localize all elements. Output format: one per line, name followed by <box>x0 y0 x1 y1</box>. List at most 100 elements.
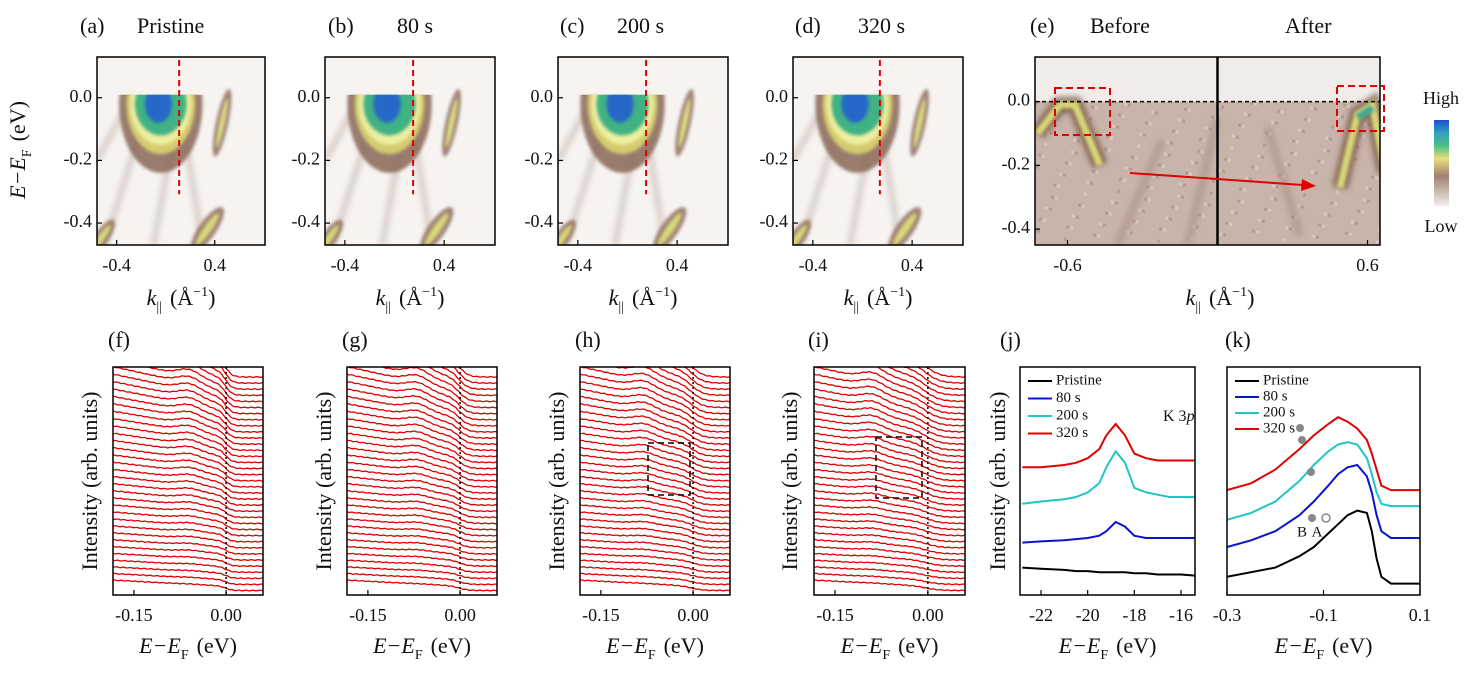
edc-curve <box>580 579 730 592</box>
x-axis-label-part: F <box>1316 648 1324 663</box>
noise <box>1369 187 1372 191</box>
noise <box>1294 152 1297 156</box>
x-axis-label-part: k <box>147 285 158 310</box>
noise <box>1341 115 1344 119</box>
noise <box>1163 228 1166 232</box>
noise <box>1336 190 1339 194</box>
edc-curve <box>814 417 965 452</box>
noise <box>1195 161 1198 165</box>
edc-curve <box>347 439 497 470</box>
noise <box>1201 150 1204 154</box>
highlight-box <box>1336 85 1385 132</box>
noise <box>1363 198 1366 202</box>
y-tick-label: -0.2 <box>525 149 554 169</box>
noise <box>1345 231 1348 235</box>
x-tick-label: -0.6 <box>1053 255 1082 275</box>
axes-frame <box>112 366 264 596</box>
y-tick-label: -0.4 <box>292 211 321 231</box>
plot-area <box>1227 416 1420 585</box>
series-line <box>1022 449 1195 505</box>
noise <box>1131 155 1134 159</box>
edc-curve <box>113 373 263 415</box>
edc-curve <box>814 518 965 537</box>
x-tick-label: 0.4 <box>666 255 689 275</box>
noise <box>1176 130 1179 134</box>
noise <box>1118 113 1121 117</box>
edc-curve <box>814 475 965 500</box>
x-axis-label: E−EF (eV) <box>605 633 704 663</box>
band-intensity <box>657 213 682 245</box>
edc-curve <box>814 482 965 507</box>
edc-curve <box>198 367 263 397</box>
arrow-shaft <box>1129 172 1304 186</box>
noise <box>1263 143 1266 147</box>
band-cone <box>347 94 432 173</box>
x-tick-label: -0.4 <box>799 255 828 275</box>
noise <box>1222 169 1225 173</box>
edc-curve <box>925 367 965 378</box>
y-tick-label: -0.2 <box>64 149 93 169</box>
noise <box>1056 120 1059 124</box>
y-axis-label: Intensity (arb. units) <box>544 391 569 570</box>
edc-curve <box>887 367 965 397</box>
noise <box>1099 222 1102 226</box>
noise <box>1225 221 1228 225</box>
noise <box>1069 162 1072 166</box>
x-axis-label: k|| (Å−1) <box>844 285 913 315</box>
x-axis-label-part: E−E <box>1058 633 1101 658</box>
band-intensity <box>558 224 572 245</box>
legend-label: 200 s <box>1056 407 1088 423</box>
noise <box>1314 107 1317 111</box>
x-axis-label-part: (eV) <box>1332 633 1372 658</box>
y-axis-label-part: E−E <box>5 157 30 200</box>
x-axis-label: E−EF (eV) <box>372 633 471 663</box>
edc-curve <box>347 559 497 574</box>
edc-curve <box>113 511 263 531</box>
noise <box>1148 198 1151 202</box>
edc-curve <box>347 503 497 525</box>
edc-curve <box>580 511 730 531</box>
y-axis-label: Intensity (arb. units) <box>77 391 102 570</box>
noise <box>1235 211 1238 215</box>
y-tick-label: 0.0 <box>531 86 554 106</box>
x-axis-label-part: k <box>1186 285 1197 310</box>
edc-curve <box>113 439 263 470</box>
noise <box>1143 133 1146 137</box>
edc-curve <box>113 417 263 452</box>
edc-curve <box>845 367 965 403</box>
noise <box>1323 148 1326 152</box>
x-axis-label-part: −1 <box>655 285 670 300</box>
x-axis-label-part: (eV) <box>664 633 704 658</box>
axes-frame <box>1019 366 1196 596</box>
noise <box>1364 122 1367 126</box>
noise <box>1375 176 1378 180</box>
x-axis-label: k|| (Å−1) <box>147 285 216 315</box>
noise <box>1042 154 1045 158</box>
noise <box>1191 160 1194 164</box>
panel-label: (h) <box>575 327 601 352</box>
noise <box>1268 208 1271 212</box>
noise <box>1203 138 1206 142</box>
noise <box>1251 165 1254 169</box>
panel-title: 80 s <box>397 13 433 38</box>
band-intensity <box>373 94 401 123</box>
band-intensity <box>97 224 111 245</box>
noise <box>1177 194 1180 198</box>
noise <box>1223 233 1226 237</box>
y-tick-label: -0.4 <box>1002 217 1031 237</box>
noise <box>1183 183 1186 187</box>
noise <box>1212 179 1215 183</box>
annotation: K 3p <box>1163 408 1195 425</box>
panel-label: (b) <box>328 13 354 38</box>
x-axis-label-part: F <box>181 648 189 663</box>
noise <box>1310 106 1313 110</box>
noise <box>1151 110 1154 114</box>
peak-dot <box>1307 468 1315 476</box>
y-tick-label: -0.2 <box>1002 153 1031 173</box>
noise <box>1236 135 1239 139</box>
noise <box>1189 172 1192 176</box>
x-axis-label-part: (eV) <box>1116 633 1156 658</box>
noise <box>1290 151 1293 155</box>
noise <box>1184 107 1187 111</box>
band-cone <box>119 94 203 173</box>
